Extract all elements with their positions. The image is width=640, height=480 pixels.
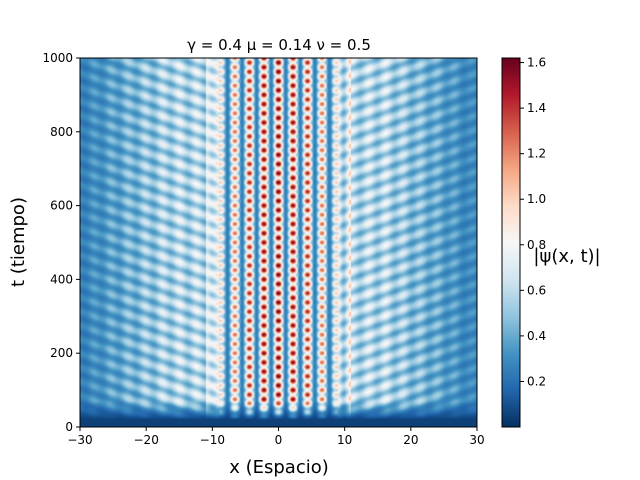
chart-title: γ = 0.4 μ = 0.14 ν = 0.5 [187,36,371,54]
colorbar-gradient [502,58,520,427]
y-tick-label: 600 [50,199,73,213]
colorbar-label: |ψ(x, t)| [533,246,600,267]
y-axis-ticks: 0 200 400 600 800 1000 [42,51,80,434]
colorbar-tick-label: 0.4 [527,329,546,343]
y-axis-label: t (tiempo) [8,197,29,287]
x-axis-label: x (Espacio) [229,457,329,478]
heatmap-image [80,58,477,427]
colorbar-frame [501,57,521,428]
x-tick-label: 0 [275,433,283,447]
colorbar-tick-label: 0.2 [527,374,546,388]
x-tick-label: −30 [67,433,92,447]
y-tick-label: 400 [50,272,73,286]
x-tick-label: 30 [469,433,484,447]
colorbar-tick-label: 1.6 [527,56,546,70]
colorbar-tick-label: 1.4 [527,101,546,115]
plot-area [79,57,478,428]
colorbar-tick-label: 0.8 [527,238,546,252]
x-tick-label: 10 [337,433,352,447]
colorbar: 0.2 0.4 0.6 0.8 1.0 1.2 1.4 1.6 [501,56,546,428]
colorbar-tick-label: 1.0 [527,192,546,206]
x-tick-label: 20 [403,433,418,447]
y-tick-label: 0 [65,420,73,434]
x-tick-label: −20 [134,433,159,447]
y-tick-label: 800 [50,125,73,139]
x-tick-label: −10 [200,433,225,447]
y-tick-label: 1000 [42,51,73,65]
colorbar-tick-label: 0.6 [527,283,546,297]
y-tick-label: 200 [50,346,73,360]
colorbar-ticks: 0.2 0.4 0.6 0.8 1.0 1.2 1.4 1.6 [520,56,546,388]
colorbar-tick-label: 1.2 [527,147,546,161]
x-axis-ticks: −30 −20 −10 0 10 20 30 [67,427,485,447]
